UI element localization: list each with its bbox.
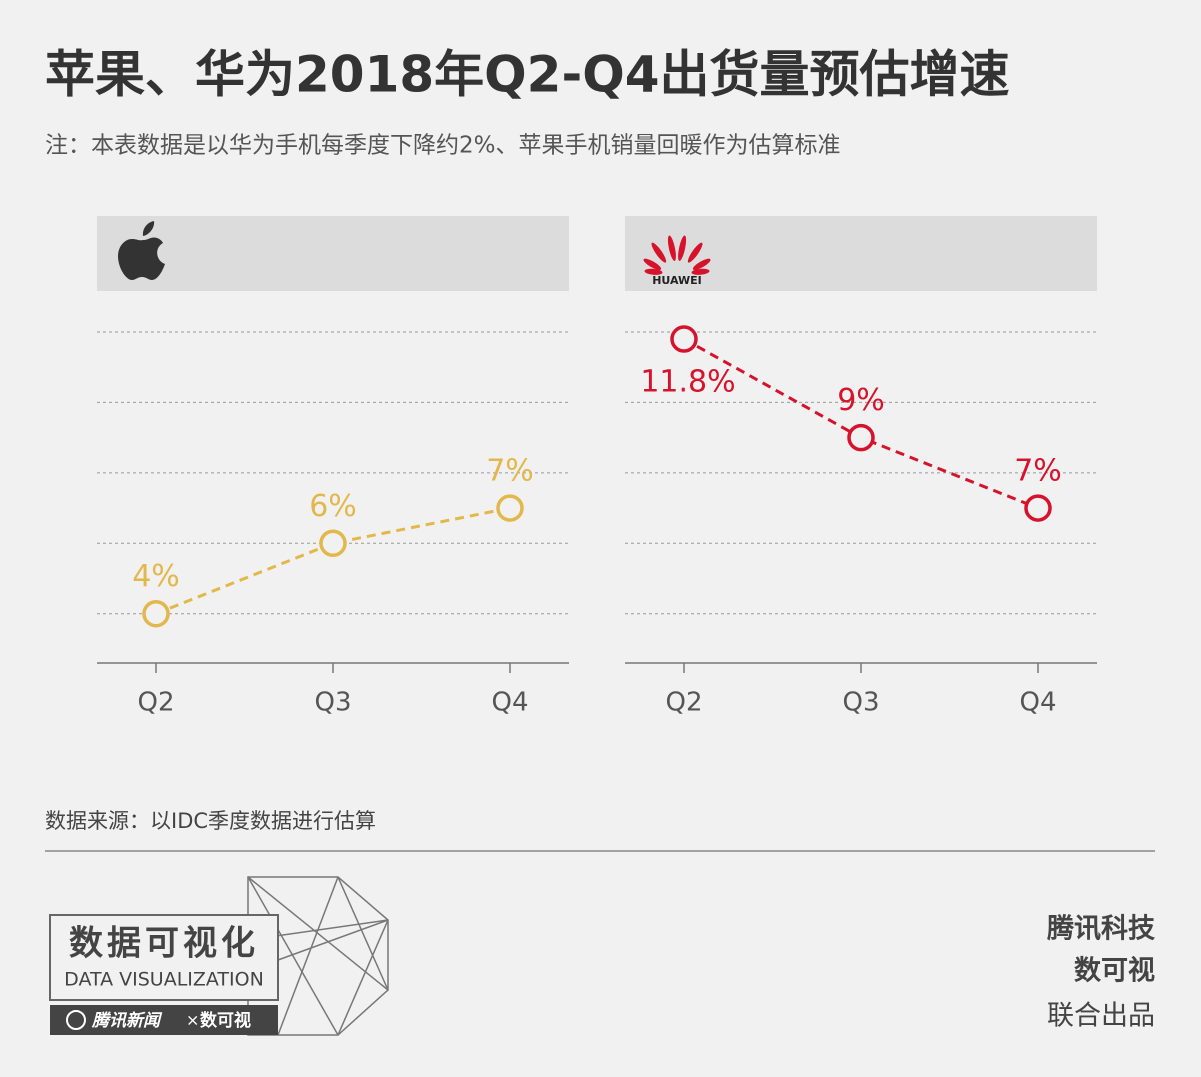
value-label: 6% [309, 489, 357, 524]
huawei-logo [643, 235, 711, 275]
source: 数据来源：以IDC季度数据进行估算 [45, 809, 376, 833]
line [155, 506, 511, 616]
point [496, 494, 524, 522]
footer-line: 腾讯科技 [1047, 914, 1155, 945]
logo-subtitle: DATA VISUALIZATION [64, 969, 264, 991]
value-label: 7% [1014, 454, 1062, 489]
title: 苹果、华为2018年Q2-Q4出货量预估增速 [45, 46, 1010, 104]
logo-title: 数据可视化 [69, 924, 259, 964]
value-label: 9% [837, 383, 885, 418]
logo-bar-right: 数可视 [200, 1010, 251, 1031]
logo-bar-icon [66, 1010, 86, 1030]
value-label: 11.8% [640, 365, 735, 400]
apple-logo [118, 221, 165, 280]
point [670, 325, 698, 353]
huawei-logo-text: HUAWEI [652, 274, 702, 287]
value-label: 4% [132, 559, 180, 594]
x-tick-label: Q4 [491, 688, 528, 718]
logo-bar-sep: × [186, 1011, 199, 1030]
panel-header [625, 216, 1097, 291]
logo-bar-left: 腾讯新闻 [91, 1011, 163, 1031]
footer-line: 联合出品 [1047, 1001, 1155, 1032]
x-tick-label: Q3 [842, 688, 879, 718]
x-tick-label: Q4 [1019, 688, 1056, 718]
point [847, 423, 875, 452]
x-tick-label: Q3 [314, 688, 351, 718]
logo-box [49, 914, 279, 1001]
panel-header [97, 216, 569, 291]
x-tick-label: Q2 [665, 688, 702, 718]
subtitle: 注：本表数据是以华为手机每季度下降约2%、苹果手机销量回暖作为估算标准 [45, 133, 841, 159]
value-label: 7% [486, 454, 534, 489]
x-tick-label: Q2 [137, 688, 174, 718]
logo-bar [50, 1005, 278, 1035]
point [1024, 494, 1052, 522]
logo-wireframe [247, 876, 389, 1036]
footer-line: 数可视 [1074, 956, 1155, 987]
point [142, 599, 170, 628]
point [319, 529, 347, 558]
